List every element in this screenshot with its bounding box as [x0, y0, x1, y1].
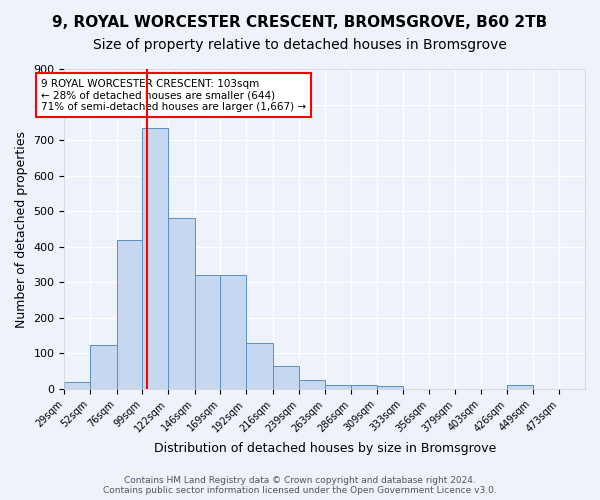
- Bar: [246, 343, 273, 389]
- Bar: [325, 386, 351, 389]
- Bar: [142, 128, 168, 389]
- Text: 9, ROYAL WORCESTER CRESCENT, BROMSGROVE, B60 2TB: 9, ROYAL WORCESTER CRESCENT, BROMSGROVE,…: [52, 15, 548, 30]
- Y-axis label: Number of detached properties: Number of detached properties: [15, 130, 28, 328]
- Bar: [273, 366, 299, 389]
- Bar: [168, 218, 195, 389]
- Bar: [90, 344, 117, 389]
- Bar: [299, 380, 325, 389]
- Bar: [64, 382, 90, 389]
- Bar: [220, 275, 246, 389]
- Bar: [507, 386, 533, 389]
- Bar: [117, 240, 142, 389]
- X-axis label: Distribution of detached houses by size in Bromsgrove: Distribution of detached houses by size …: [154, 442, 496, 455]
- Text: Contains HM Land Registry data © Crown copyright and database right 2024.
Contai: Contains HM Land Registry data © Crown c…: [103, 476, 497, 495]
- Bar: [377, 386, 403, 389]
- Text: 9 ROYAL WORCESTER CRESCENT: 103sqm
← 28% of detached houses are smaller (644)
71: 9 ROYAL WORCESTER CRESCENT: 103sqm ← 28%…: [41, 78, 306, 112]
- Bar: [195, 275, 220, 389]
- Text: Size of property relative to detached houses in Bromsgrove: Size of property relative to detached ho…: [93, 38, 507, 52]
- Bar: [351, 386, 377, 389]
